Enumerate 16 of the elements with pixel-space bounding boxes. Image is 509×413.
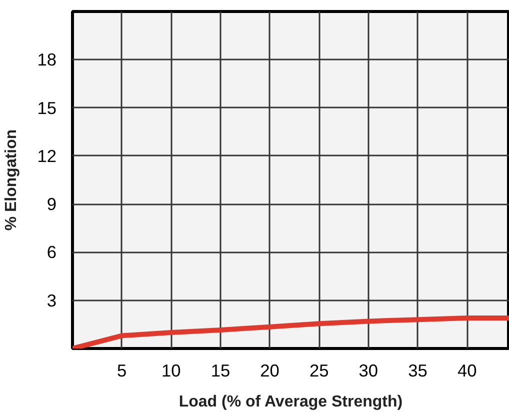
y-tick-label: 9: [46, 194, 57, 214]
x-tick-label: 40: [457, 360, 477, 380]
x-tick-label: 10: [162, 360, 181, 380]
x-tick-label: 30: [358, 360, 378, 380]
y-tick-label: 3: [46, 290, 57, 310]
x-tick-label: 35: [408, 360, 428, 380]
x-tick-label: 20: [260, 360, 280, 380]
x-tick-label: 15: [210, 360, 230, 380]
x-tick-label: 5: [117, 360, 127, 380]
y-tick-label: 12: [37, 146, 57, 166]
y-tick-label: 15: [37, 98, 57, 118]
x-tick-label: 25: [309, 360, 329, 380]
y-tick-label: 6: [46, 242, 57, 262]
x-axis-title: Load (% of Average Strength): [178, 394, 403, 410]
y-axis-title: % Elongation: [3, 129, 20, 231]
y-tick-label: 18: [37, 50, 57, 70]
